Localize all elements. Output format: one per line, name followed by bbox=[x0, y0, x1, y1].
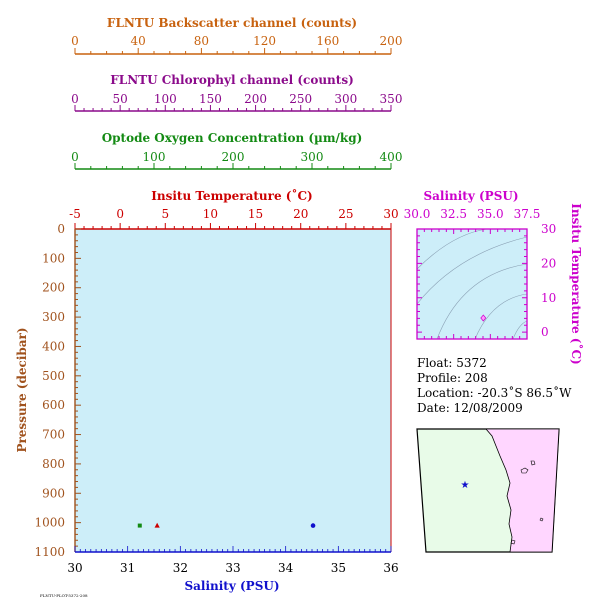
ts-density-line bbox=[436, 263, 528, 340]
salinity-axis-label: Salinity (PSU) bbox=[184, 579, 279, 593]
temperature-tick-label: 5 bbox=[161, 207, 169, 221]
temperature-tick-label: -5 bbox=[69, 207, 81, 221]
salinity-tick-label: 33 bbox=[225, 561, 240, 575]
backscatter-tick-label: 160 bbox=[316, 34, 339, 48]
oxygen-axis: Optode Oxygen Concentration (µm/kg) 0 100… bbox=[71, 131, 403, 170]
temperature-tick-label: 20 bbox=[293, 207, 308, 221]
salinity-tick-label: 34 bbox=[278, 561, 294, 575]
temperature-tick-label: 25 bbox=[338, 207, 353, 221]
map-lakes bbox=[510, 460, 544, 545]
temperature-tick-label: 10 bbox=[203, 207, 218, 221]
ts-density-contours bbox=[416, 228, 528, 340]
ts-density-line bbox=[512, 320, 528, 340]
chlorophyll-tick-label: 0 bbox=[71, 92, 79, 106]
salinity-tick-label: 35 bbox=[331, 561, 346, 575]
temperature-axis: Insitu Temperature (˚C) -5 0 5 10 15 20 25 30 bbox=[69, 188, 399, 230]
profile-number: Profile: 208 bbox=[417, 371, 488, 385]
pressure-axis: Pressure (decibar) 0 100 200 300 400 500 600 70… bbox=[15, 222, 392, 559]
chlorophyll-axis: FLNTU Chlorophyl channel (counts) 0 50 100… bbox=[71, 73, 403, 112]
ts-density-line bbox=[416, 236, 528, 305]
salinity-axis: Salinity (PSU) 30 31 32 33 34 35 36 bbox=[67, 546, 399, 593]
pressure-tick-label: 300 bbox=[42, 310, 65, 324]
ts-y-tick-label: 0 bbox=[541, 325, 549, 339]
chlorophyll-tick-label: 150 bbox=[199, 92, 222, 106]
temperature-point bbox=[154, 522, 160, 528]
pressure-tick-label: 500 bbox=[42, 369, 65, 383]
pressure-tick-label: 700 bbox=[42, 428, 65, 442]
ts-temperature-label: Insitu Temperature (˚C) bbox=[569, 203, 584, 364]
pressure-tick-label: 0 bbox=[57, 222, 65, 236]
salinity-point bbox=[310, 523, 316, 528]
backscatter-tick-label: 0 bbox=[71, 34, 79, 48]
temperature-tick-label: 0 bbox=[116, 207, 124, 221]
salinity-tick-label: 36 bbox=[383, 561, 398, 575]
oxygen-axis-label: Optode Oxygen Concentration (µm/kg) bbox=[102, 131, 363, 145]
chlorophyll-tick-label: 200 bbox=[244, 92, 267, 106]
salinity-tick-label: 30 bbox=[67, 561, 82, 575]
ts-density-line bbox=[474, 293, 528, 340]
ts-point bbox=[480, 314, 487, 322]
chlorophyll-tick-label: 100 bbox=[154, 92, 177, 106]
backscatter-axis: FLNTU Backscatter channel (counts) 0 40 80… bbox=[71, 16, 403, 55]
ts-plot-area bbox=[417, 229, 527, 339]
temperature-tick-label: 15 bbox=[248, 207, 263, 221]
backscatter-tick-label: 200 bbox=[380, 34, 403, 48]
pressure-tick-label: 800 bbox=[42, 457, 65, 471]
backscatter-tick-label: 80 bbox=[194, 34, 209, 48]
temperature-axis-label: Insitu Temperature (˚C) bbox=[151, 188, 312, 203]
ts-salinity-label: Salinity (PSU) bbox=[423, 189, 518, 203]
star-icon: ★ bbox=[461, 480, 470, 491]
footer-text: FLNTU-PLOT-5372-208 bbox=[40, 593, 88, 598]
temperature-tick-label: 30 bbox=[383, 207, 398, 221]
backscatter-tick-label: 120 bbox=[253, 34, 276, 48]
pressure-axis-label: Pressure (decibar) bbox=[15, 327, 29, 452]
ts-marks bbox=[480, 314, 487, 322]
ts-x-tick-label: 32.5 bbox=[440, 207, 467, 221]
pressure-tick-label: 400 bbox=[42, 339, 65, 353]
pressure-tick-label: 900 bbox=[42, 486, 65, 500]
main-plot-area bbox=[75, 229, 391, 552]
backscatter-tick-label: 40 bbox=[131, 34, 146, 48]
ts-x-tick-label: 35.0 bbox=[477, 207, 504, 221]
chlorophyll-tick-label: 350 bbox=[380, 92, 403, 106]
ts-axes: Salinity (PSU) Insitu Temperature (˚C) 3… bbox=[404, 189, 584, 365]
oxygen-tick-label: 100 bbox=[143, 150, 166, 164]
oxygen-tick-label: 300 bbox=[301, 150, 324, 164]
float-info: Float: 5372 Profile: 208 Location: -20.3… bbox=[417, 356, 571, 416]
pressure-tick-label: 100 bbox=[42, 251, 65, 265]
date: Date: 12/08/2009 bbox=[417, 401, 523, 415]
pressure-tick-label: 1000 bbox=[34, 516, 65, 530]
chlorophyll-axis-label: FLNTU Chlorophyl channel (counts) bbox=[110, 73, 354, 87]
salinity-tick-label: 31 bbox=[120, 561, 135, 575]
ts-x-tick-label: 30.0 bbox=[404, 207, 431, 221]
salinity-tick-label: 32 bbox=[173, 561, 188, 575]
profile-marks bbox=[137, 522, 316, 528]
pressure-tick-label: 200 bbox=[42, 281, 65, 295]
ts-y-tick-label: 20 bbox=[541, 256, 556, 270]
map-land bbox=[485, 428, 560, 553]
location-map: ★ bbox=[416, 428, 560, 553]
ts-x-tick-label: 37.5 bbox=[514, 207, 541, 221]
ts-density-line bbox=[416, 228, 488, 270]
chlorophyll-tick-label: 250 bbox=[289, 92, 312, 106]
location: Location: -20.3˚S 86.5˚W bbox=[417, 386, 572, 400]
backscatter-axis-label: FLNTU Backscatter channel (counts) bbox=[107, 16, 357, 30]
oxygen-tick-label: 400 bbox=[380, 150, 403, 164]
chlorophyll-tick-label: 50 bbox=[113, 92, 128, 106]
float-id: Float: 5372 bbox=[417, 356, 487, 370]
oxygen-point bbox=[137, 523, 142, 528]
oxygen-tick-label: 0 bbox=[71, 150, 79, 164]
oxygen-tick-label: 200 bbox=[222, 150, 245, 164]
pressure-tick-label: 600 bbox=[42, 398, 65, 412]
ts-y-tick-label: 30 bbox=[541, 222, 556, 236]
chlorophyll-tick-label: 300 bbox=[334, 92, 357, 106]
pressure-tick-label: 1100 bbox=[34, 545, 65, 559]
ts-y-tick-label: 10 bbox=[541, 291, 556, 305]
